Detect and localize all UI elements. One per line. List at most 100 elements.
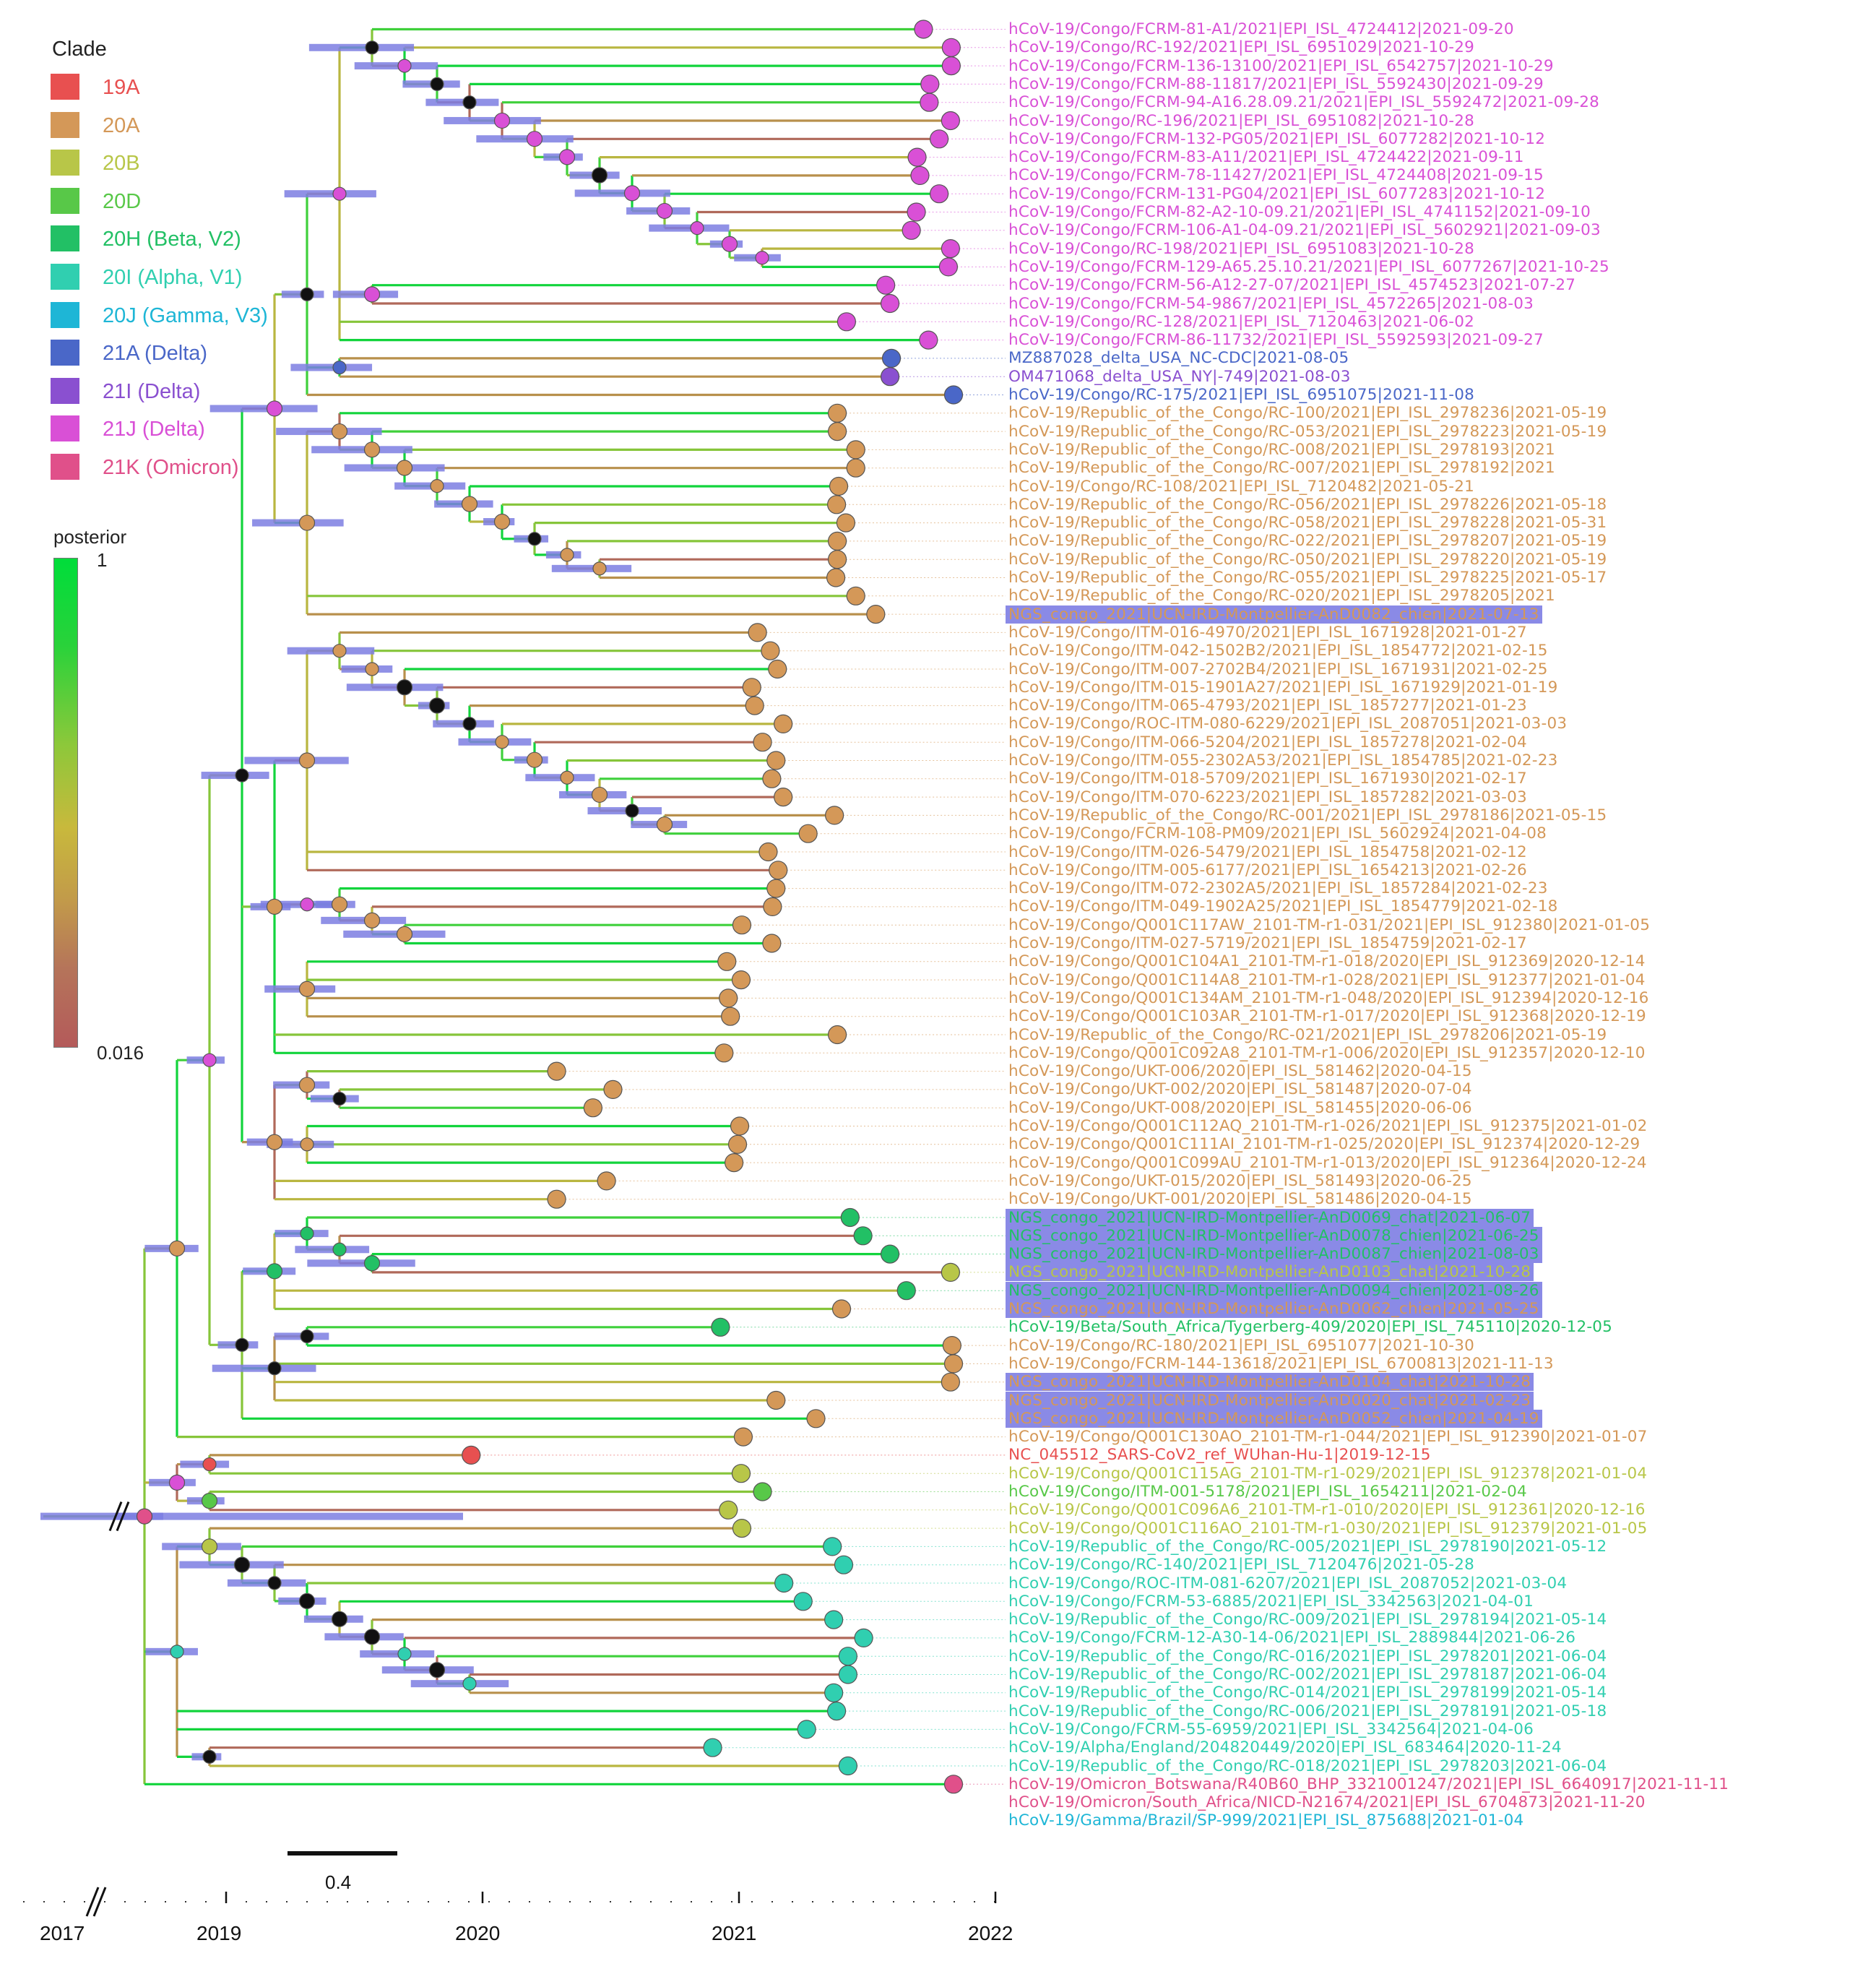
tip-node [902, 220, 921, 240]
tip-node [827, 531, 847, 551]
leaf-label: hCoV-19/Congo/FCRM-55-6959/2021|EPI_ISL_… [1008, 1720, 1534, 1738]
internal-node [266, 1263, 283, 1280]
tip-node [733, 1427, 753, 1447]
clade-label: 20J (Gamma, V3) [103, 303, 268, 327]
tip-node [769, 861, 788, 880]
internal-node [266, 898, 283, 915]
tip-node [753, 1482, 772, 1501]
hpd-bar [394, 482, 466, 490]
leaf-label: hCoV-19/Republic_of_the_Congo/RC-009/202… [1008, 1611, 1607, 1629]
tip-node [761, 641, 780, 660]
tip-node [730, 1116, 750, 1136]
tip-node [846, 458, 865, 478]
hpd-bar [343, 930, 446, 938]
clade-label: 21J (Delta) [103, 418, 205, 441]
tip-node [881, 348, 902, 368]
tip-node [774, 714, 793, 734]
leaf-label: hCoV-19/Congo/ITM-016-4970/2021|EPI_ISL_… [1008, 623, 1527, 642]
tip-node [826, 568, 846, 587]
hpd-bar [346, 684, 444, 691]
tip-node [774, 787, 793, 807]
internal-node [266, 400, 283, 417]
internal-node [332, 1242, 347, 1257]
tip-node [766, 751, 786, 770]
tip-node [793, 1592, 813, 1611]
tip-node [827, 403, 847, 423]
leaf-label: hCoV-19/Congo/FCRM-12-A30-14-06/2021|EPI… [1008, 1629, 1576, 1647]
leaf-label: hCoV-19/Congo/Q001C115AG_2101-TM-r1-029/… [1008, 1464, 1648, 1483]
tip-node [731, 970, 751, 990]
tip-node [941, 239, 960, 259]
root-break-marker [108, 1501, 123, 1532]
tip-node [896, 1281, 916, 1301]
leaf-label: hCoV-19/Congo/ITM-027-5719/2021|EPI_ISL_… [1008, 934, 1527, 952]
tip-node [547, 1189, 566, 1209]
leaf-label: hCoV-19/Congo/FCRM-56-A12-27-07/2021|EPI… [1008, 276, 1576, 295]
tip-node [943, 1354, 964, 1374]
tip-node [742, 678, 761, 697]
clade-swatch [51, 111, 79, 138]
tip-node [929, 129, 949, 149]
internal-node [202, 1053, 217, 1067]
leaf-label: hCoV-19/Congo/Q001C099AU_2101-TM-r1-013/… [1008, 1153, 1647, 1172]
root-break-marker [116, 1501, 130, 1532]
leaf-label: hCoV-19/Congo/FCRM-88-11817/2021|EPI_ISL… [1008, 74, 1544, 93]
tip-node [826, 1702, 847, 1721]
hpd-bar [290, 363, 373, 371]
tip-node [829, 476, 849, 496]
leaf-label: hCoV-19/Congo/Q001C134AM_2101-TM-r1-048/… [1008, 988, 1649, 1007]
leaf-label: hCoV-19/Congo/RC-140/2021|EPI_ISL_712047… [1008, 1556, 1475, 1574]
tip-node [836, 513, 856, 533]
leaf-label: hCoV-19/Republic_of_the_Congo/RC-005/202… [1008, 1537, 1607, 1556]
tip-node [876, 275, 896, 295]
tip-node [854, 1628, 873, 1647]
hpd-bar [252, 519, 344, 527]
tip-node [823, 1537, 842, 1556]
tip-node [941, 38, 961, 57]
leaf-label: hCoV-19/Congo/ITM-070-6223/2021|EPI_ISL_… [1008, 788, 1527, 806]
highlighted-leaf-label: NGS_congo_2021|UCN-IRD-Montpellier-AnD01… [1006, 1373, 1534, 1392]
leaf-label: OM471068_delta_USA_NY|-749|2021-08-03 [1008, 367, 1351, 386]
hpd-bar [444, 116, 541, 124]
clade-swatch [51, 454, 79, 480]
leaf-label: hCoV-19/Congo/UKT-001/2020|EPI_ISL_58148… [1008, 1190, 1472, 1209]
internal-node [430, 479, 444, 494]
leaf-label: hCoV-19/Congo/Q001C117AW_2101-TM-r1-031/… [1008, 915, 1651, 934]
tip-node [943, 385, 964, 405]
axis-break-marker [85, 1887, 100, 1917]
hpd-bar [525, 774, 595, 782]
internal-node [168, 1474, 186, 1491]
highlighted-leaf-label: NGS_congo_2021|UCN-IRD-Montpellier-AnD00… [1006, 1281, 1542, 1300]
internal-node [267, 1361, 282, 1376]
hpd-bar [209, 405, 318, 413]
tip-node [880, 367, 900, 387]
tip-node [907, 147, 927, 167]
internal-node [332, 360, 347, 375]
hpd-bar [425, 98, 499, 106]
tip-node [745, 696, 764, 715]
internal-node [300, 287, 314, 301]
internal-node [235, 768, 249, 783]
leaf-label: hCoV-19/Republic_of_the_Congo/RC-058/202… [1008, 514, 1607, 533]
tip-node [748, 623, 767, 642]
hpd-bar [360, 1650, 435, 1658]
clade-swatch [51, 74, 79, 100]
leaf-label: hCoV-19/Congo/Q001C130AO_2101-TM-r1-044/… [1008, 1428, 1648, 1447]
highlighted-leaf-label: NGS_congo_2021|UCN-IRD-Montpellier-AnD00… [1006, 605, 1542, 624]
leaf-label: hCoV-19/Congo/RC-175/2021|EPI_ISL_695107… [1008, 386, 1475, 404]
internal-node [233, 1556, 251, 1573]
leaf-label: hCoV-19/Congo/ITM-066-5204/2021|EPI_ISL_… [1008, 733, 1527, 751]
highlighted-leaf-label: NGS_congo_2021|UCN-IRD-Montpellier-AnD00… [1006, 1226, 1542, 1245]
internal-node [332, 186, 347, 201]
tip-node [462, 1445, 481, 1465]
internal-node [397, 59, 412, 73]
leaf-label: hCoV-19/Republic_of_the_Congo/RC-053/202… [1008, 422, 1607, 441]
leaf-label: hCoV-19/Congo/ITM-065-4793/2021|EPI_ISL_… [1008, 697, 1527, 715]
tip-node [603, 1079, 623, 1100]
internal-node [363, 286, 381, 303]
internal-node [461, 496, 478, 512]
clade-swatch [51, 415, 79, 442]
tip-node [866, 604, 886, 624]
internal-node [202, 1749, 217, 1764]
tip-node [732, 915, 752, 935]
